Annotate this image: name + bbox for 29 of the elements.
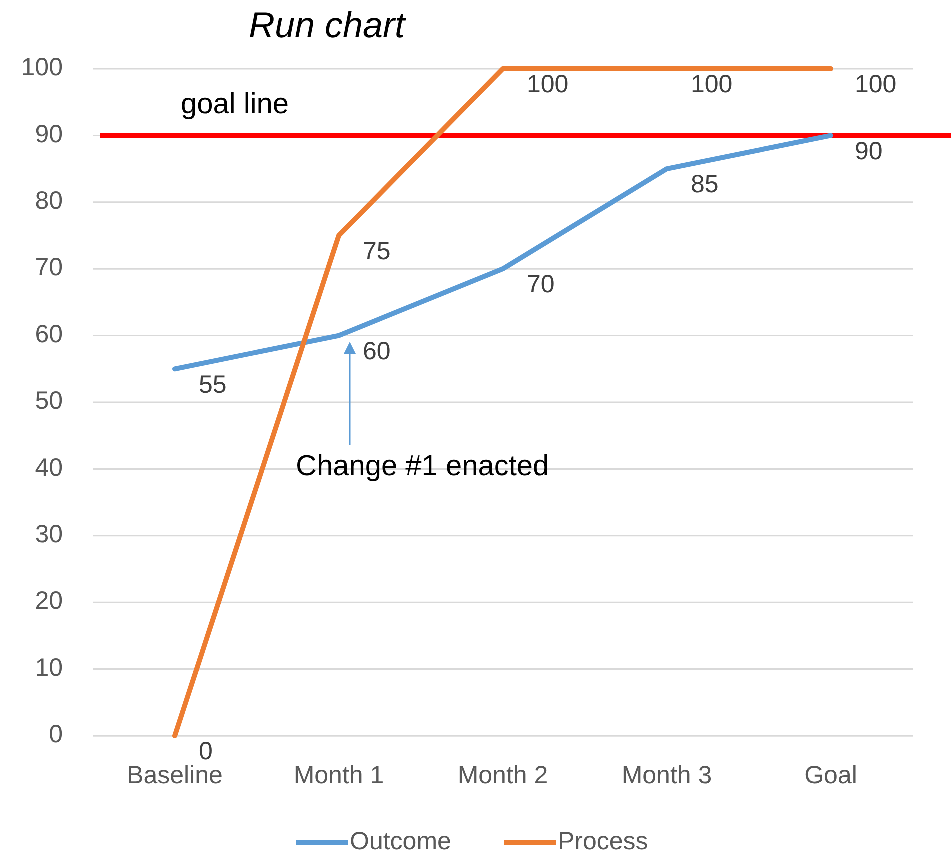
chart-title: Run chart	[248, 4, 408, 46]
annotation: Change #1 enacted	[296, 450, 550, 483]
x-tick-label: Goal	[804, 762, 858, 790]
y-tick-label: 10	[35, 654, 63, 682]
y-tick-label: 30	[35, 520, 63, 549]
data-label: 70	[527, 270, 555, 299]
y-tick-label: 70	[35, 254, 63, 282]
data-label: 60	[363, 337, 391, 366]
data-label: 100	[527, 70, 569, 99]
data-label: 85	[691, 170, 719, 199]
x-tick-label: Month 3	[622, 762, 712, 790]
y-tick-label: 60	[35, 320, 63, 348]
y-tick-label: 20	[35, 587, 63, 616]
data-label: 75	[363, 237, 391, 266]
y-tick-label: 100	[21, 54, 63, 82]
data-label: 55	[199, 370, 227, 399]
data-label: 100	[691, 70, 733, 99]
data-label: 90	[855, 137, 883, 166]
y-tick-label: 40	[35, 454, 63, 482]
legend-label: Process	[558, 828, 648, 856]
y-tick-label: 90	[35, 120, 63, 148]
y-tick-label: 0	[49, 720, 63, 749]
ref-line-label: goal line	[181, 88, 290, 120]
data-label: 100	[855, 70, 897, 99]
y-tick-label: 50	[35, 387, 63, 416]
x-tick-label: Month 2	[458, 762, 548, 790]
legend-label: Outcome	[350, 828, 452, 856]
y-tick-label: 80	[35, 187, 63, 216]
x-tick-label: Month 1	[294, 762, 384, 790]
